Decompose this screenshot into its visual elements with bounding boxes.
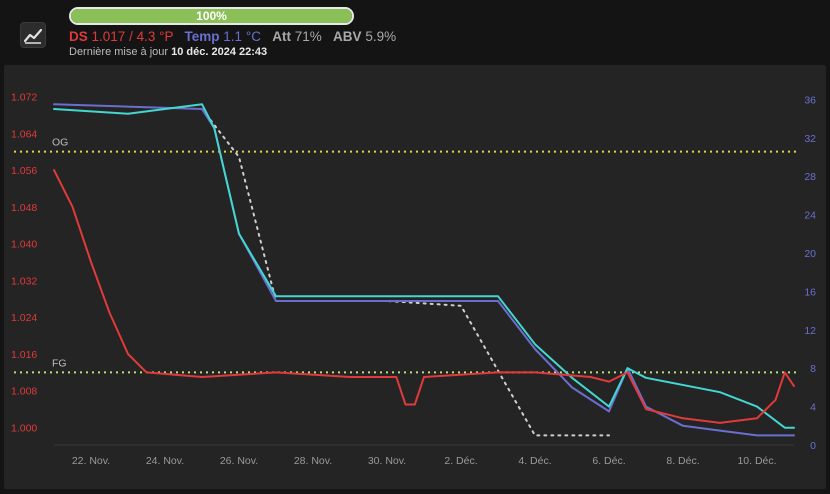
header: 100% DS 1.017 / 4.3 °P Temp 1.1 °C Att 7… bbox=[0, 0, 830, 62]
right-axis-tick-label: 32 bbox=[804, 133, 816, 145]
right-axis-tick-label: 36 bbox=[804, 94, 816, 106]
progress-fill bbox=[71, 9, 352, 23]
left-axis-tick-label: 1.000 bbox=[11, 423, 37, 435]
progress-label: 100% bbox=[196, 9, 227, 23]
right-axis-tick-label: 28 bbox=[804, 171, 816, 183]
x-axis-tick-label: 6. Déc. bbox=[592, 455, 625, 467]
right-axis-tick-label: 12 bbox=[804, 325, 816, 337]
ds-value: 1.017 / 4.3 °P bbox=[91, 29, 174, 44]
reading-stats: DS 1.017 / 4.3 °P Temp 1.1 °C Att 71% AB… bbox=[69, 29, 396, 44]
device-temperature-line bbox=[53, 103, 795, 429]
last-updated-value: 10 déc. 2024 22:43 bbox=[171, 46, 268, 58]
left-axis-tick-label: 1.056 bbox=[11, 165, 37, 177]
x-axis-tick-label: 28. Nov. bbox=[294, 455, 332, 467]
left-axis-tick-label: 1.064 bbox=[11, 128, 37, 140]
right-axis-tick-label: 20 bbox=[804, 248, 816, 260]
left-axis-tick-label: 1.072 bbox=[11, 91, 37, 103]
left-axis-tick-label: 1.016 bbox=[11, 349, 37, 361]
ds-label: DS bbox=[69, 29, 88, 44]
abv-label: ABV bbox=[333, 29, 362, 44]
right-axis-tick-label: 4 bbox=[810, 402, 816, 414]
left-axis-tick-label: 1.048 bbox=[11, 202, 37, 214]
x-axis-tick-label: 10. Déc. bbox=[737, 455, 776, 467]
left-axis-tick-label: 1.032 bbox=[11, 275, 37, 287]
line-chart-icon[interactable] bbox=[20, 22, 46, 48]
right-axis-tick-label: 16 bbox=[804, 286, 816, 298]
x-axis-tick-label: 22. Nov. bbox=[72, 455, 110, 467]
x-axis-tick-label: 24. Nov. bbox=[146, 455, 184, 467]
fermentation-progress-bar: 100% bbox=[69, 7, 354, 25]
right-axis-tick-label: 0 bbox=[810, 440, 816, 452]
target-line bbox=[201, 108, 610, 437]
temp-label: Temp bbox=[184, 29, 220, 44]
last-updated: Dernière mise à jour 10 déc. 2024 22:43 bbox=[69, 46, 267, 58]
att-label: Att bbox=[272, 29, 291, 44]
reference-label-og: OG bbox=[52, 137, 68, 149]
left-axis-tick-label: 1.024 bbox=[11, 312, 37, 324]
x-axis-tick-label: 30. Nov. bbox=[368, 455, 406, 467]
att-value: 71% bbox=[294, 29, 322, 44]
reference-label-fg: FG bbox=[52, 357, 67, 369]
chart-panel: 1.072 1.064 1.056 1.048 1.040 1.032 1.024 1.016… bbox=[4, 65, 826, 489]
x-axis-tick-label: 4. Déc. bbox=[518, 455, 551, 467]
right-axis-tick-label: 24 bbox=[804, 210, 816, 222]
abv-value: 5.9% bbox=[365, 29, 397, 44]
temp-value: 1.1 °C bbox=[223, 29, 261, 44]
left-axis-tick-label: 1.040 bbox=[11, 239, 37, 251]
fermentation-chart[interactable]: 1.072 1.064 1.056 1.048 1.040 1.032 1.024 1.016… bbox=[4, 65, 826, 489]
right-axis-tick-label: 8 bbox=[810, 363, 816, 375]
x-axis-tick-label: 8. Déc. bbox=[666, 455, 699, 467]
line-chart-icon-graphic bbox=[23, 28, 43, 44]
gravity-line bbox=[53, 169, 795, 424]
x-axis-tick-label: 26. Nov. bbox=[220, 455, 258, 467]
left-axis-tick-label: 1.008 bbox=[11, 386, 37, 398]
x-axis-tick-label: 2. Déc. bbox=[444, 455, 477, 467]
last-updated-prefix: Dernière mise à jour bbox=[69, 46, 169, 58]
